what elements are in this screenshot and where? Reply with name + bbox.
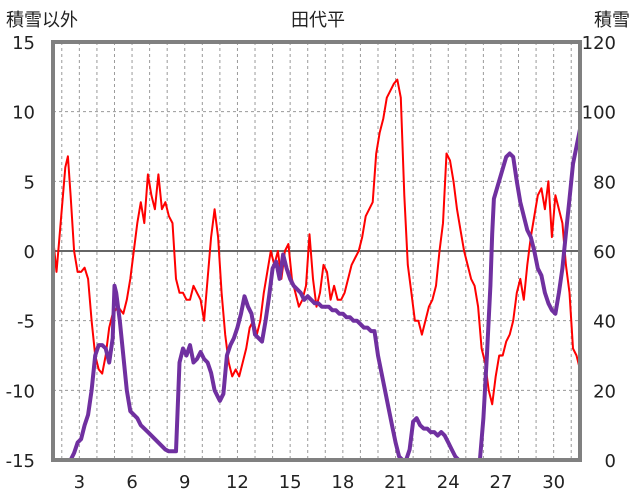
x-tick-label: 3 <box>74 472 85 493</box>
left-tick-label: 0 <box>24 242 35 263</box>
left-tick-label: 15 <box>12 33 35 54</box>
right-tick-label: 40 <box>593 312 616 333</box>
x-tick-label: 30 <box>542 472 565 493</box>
snow-depth-line <box>51 127 582 462</box>
x-tick-label: 21 <box>384 472 407 493</box>
left-tick-label: -10 <box>6 381 35 402</box>
right-tick-label: 100 <box>582 103 616 124</box>
left-tick-label: 5 <box>24 172 35 193</box>
x-tick-label: 27 <box>489 472 512 493</box>
right-tick-label: 20 <box>593 381 616 402</box>
right-tick-label: 0 <box>605 451 616 472</box>
x-tick-label: 24 <box>437 472 460 493</box>
right-tick-label: 60 <box>593 242 616 263</box>
x-tick-label: 15 <box>279 472 302 493</box>
grid <box>53 42 580 460</box>
plot-frame <box>51 40 582 462</box>
x-tick-label: 12 <box>226 472 249 493</box>
temperature-line <box>52 78 581 406</box>
x-tick-label: 18 <box>331 472 354 493</box>
right-axis-label: 積雪 <box>594 10 630 31</box>
x-tick-label: 6 <box>126 472 137 493</box>
right-tick-label: 120 <box>582 33 616 54</box>
left-tick-label: 10 <box>12 103 35 124</box>
left-tick-label: -5 <box>17 312 35 333</box>
left-axis-label: 積雪以外 <box>6 10 78 31</box>
chart-title: 田代平 <box>291 10 345 31</box>
x-tick-label: 9 <box>179 472 190 493</box>
right-tick-label: 80 <box>593 172 616 193</box>
series <box>51 78 582 462</box>
tick-labels: 15 10 5 0 -5 -10 -15 120 100 80 60 40 20 0 3 6 9 12 15 18 21… <box>6 33 616 493</box>
left-tick-label: -15 <box>6 451 35 472</box>
